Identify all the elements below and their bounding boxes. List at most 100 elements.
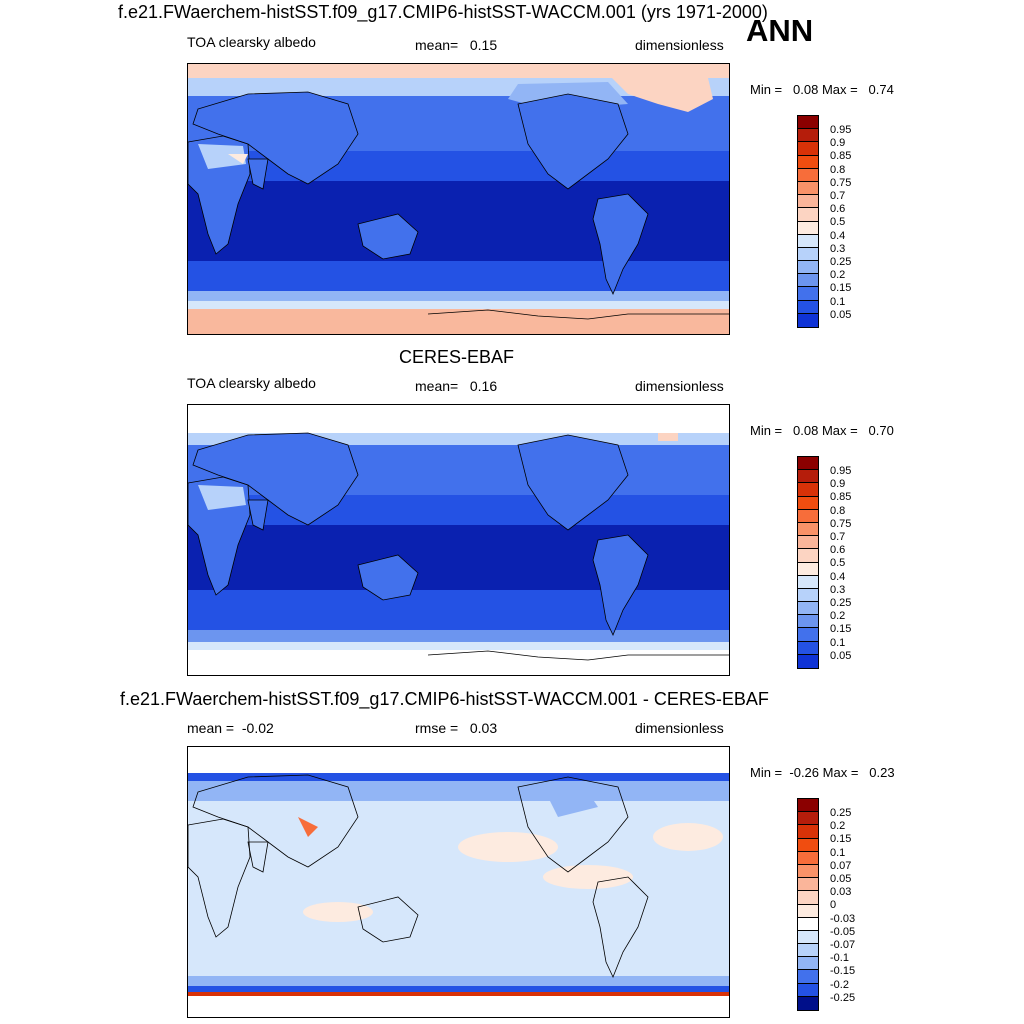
panel3-map-field — [188, 747, 729, 1017]
colorbar-tick-label: 0.03 — [830, 886, 852, 899]
panel2-min-value: 0.08 — [793, 423, 819, 438]
colorbar-tick-label: 0.1 — [830, 846, 846, 859]
panel3-rmse-label: rmse = — [415, 720, 459, 736]
colorbar-tick-label: 0.3 — [830, 242, 846, 255]
panel2-map — [187, 404, 730, 676]
panel2-max-label: Max = — [821, 423, 858, 438]
panel2-variable: TOA clearsky albedo — [187, 375, 316, 391]
panel1-cbar-cell — [798, 208, 818, 222]
colorbar-tick-label: 0.95 — [830, 465, 852, 477]
panel2-title: CERES-EBAF — [399, 347, 515, 367]
colorbar-tick-label: 0.1 — [830, 636, 846, 649]
panel2-max-value: 0.70 — [868, 423, 894, 438]
panel2-cbar-cell — [798, 615, 818, 629]
panel1-max-label: Max = — [821, 82, 858, 97]
panel2-mean-value: 0.16 — [469, 378, 498, 394]
colorbar-tick-label: 0.05 — [830, 308, 852, 321]
panel1-cbar-cell — [798, 181, 818, 196]
colorbar-tick-label: 0.8 — [830, 163, 846, 176]
panel1-cbar-cell — [798, 116, 818, 130]
colorbar-tick-label: 0.2 — [830, 269, 846, 282]
panel3-cbar-cell — [798, 864, 818, 879]
panel3-cbar-cell — [798, 838, 818, 852]
panel2-cbar-cell — [798, 575, 818, 589]
colorbar-tick-label: 0.3 — [830, 583, 846, 596]
panel3-cbar-cell — [798, 996, 818, 1010]
panel3-colorbar — [797, 798, 819, 1011]
panel1-mean-value: 0.15 — [469, 37, 498, 53]
colorbar-tick-label: -0.15 — [830, 965, 856, 978]
panel3-cbar-cell — [798, 851, 818, 865]
panel1-min-value: 0.08 — [793, 82, 819, 97]
colorbar-tick-label: 0.15 — [830, 623, 852, 636]
colorbar-tick-label: 0.4 — [830, 229, 846, 242]
panel3-cbar-cell — [798, 878, 818, 892]
colorbar-tick-label: -0.07 — [830, 939, 856, 951]
panel1-cbar-cell — [798, 274, 818, 288]
panel1-cbar-cell — [798, 287, 818, 301]
colorbar-tick-label: 0.75 — [830, 517, 852, 530]
panel2-minmax: Min = 0.08 Max = 0.70 — [750, 423, 894, 438]
panel1-cbar-cell — [798, 234, 818, 248]
panel3-cbar-cell — [798, 970, 818, 984]
colorbar-tick-label: 0.15 — [830, 833, 852, 846]
panel2-mean-label: mean= — [415, 378, 459, 394]
panel3-cbar-cell — [798, 957, 818, 971]
panel2-cbar-cell — [798, 470, 818, 484]
panel1-colorbar — [797, 115, 819, 328]
colorbar-tick-label: 0.8 — [830, 504, 846, 517]
panel3-cbar-cell — [798, 799, 818, 813]
colorbar-tick-label: 0.6 — [830, 544, 846, 557]
colorbar-tick-label: 0.95 — [830, 124, 852, 136]
panel1-variable: TOA clearsky albedo — [187, 34, 316, 50]
panel3-cbar-cell — [798, 904, 818, 918]
colorbar-tick-label: 0.85 — [830, 491, 852, 504]
panel2-cbar-cell — [798, 654, 818, 668]
colorbar-tick-label: 0.25 — [830, 597, 852, 609]
colorbar-tick-label: 0.5 — [830, 557, 846, 570]
panel2-min-label: Min = — [750, 423, 783, 438]
panel2-cbar-cell — [798, 457, 818, 471]
panel3-cbar-cell — [798, 825, 818, 839]
colorbar-tick-label: 0.1 — [830, 295, 846, 308]
panel1-min-label: Min = — [750, 82, 783, 97]
colorbar-tick-label: -0.03 — [830, 912, 856, 925]
colorbar-tick-label: 0.85 — [830, 150, 852, 163]
panel1-max-value: 0.74 — [868, 82, 894, 97]
panel2-cbar-cell — [798, 483, 818, 497]
panel2-cbar-cell — [798, 562, 818, 576]
panel2-colorbar — [797, 456, 819, 669]
colorbar-tick-label: 0.07 — [830, 859, 852, 872]
panel2-cbar-cell — [798, 641, 818, 655]
colorbar-tick-label: -0.25 — [830, 991, 856, 1004]
panel1-cbar-cell — [798, 300, 818, 314]
panel3-units: dimensionless — [635, 720, 724, 736]
panel3-title: f.e21.FWaerchem-histSST.f09_g17.CMIP6-hi… — [120, 689, 769, 709]
panel3-rmse: rmse = 0.03 — [415, 720, 497, 736]
panel2-cbar-cell — [798, 509, 818, 523]
colorbar-tick-label: -0.1 — [830, 952, 849, 965]
colorbar-tick-label: 0.9 — [830, 137, 846, 150]
panel2-cbar-cell — [798, 496, 818, 510]
colorbar-tick-label: 0.4 — [830, 570, 846, 583]
panel1-cbar-cell — [798, 195, 818, 209]
colorbar-tick-label: 0 — [830, 899, 837, 912]
colorbar-tick-label: 0.05 — [830, 873, 852, 885]
panel2-map-field — [188, 405, 729, 675]
panel1-cbar-cell — [798, 155, 818, 169]
panel2-mean: mean= 0.16 — [415, 378, 497, 394]
panel1-units: dimensionless — [635, 37, 724, 53]
colorbar-tick-label: -0.05 — [830, 925, 856, 938]
panel1-cbar-cell — [798, 129, 818, 143]
colorbar-tick-label: 0.6 — [830, 203, 846, 216]
colorbar-tick-label: -0.2 — [830, 978, 849, 991]
panel3-cbar-cell — [798, 944, 818, 958]
colorbar-tick-label: 0.7 — [830, 531, 846, 543]
panel2-cbar-cell — [798, 602, 818, 616]
colorbar-tick-label: 0.15 — [830, 282, 852, 295]
panel2-units: dimensionless — [635, 378, 724, 394]
panel2-cbar-cell — [798, 549, 818, 563]
panel3-cbar-cell — [798, 891, 818, 905]
panel3-max-value: 0.23 — [869, 765, 895, 780]
panel1-map-field — [188, 64, 729, 334]
